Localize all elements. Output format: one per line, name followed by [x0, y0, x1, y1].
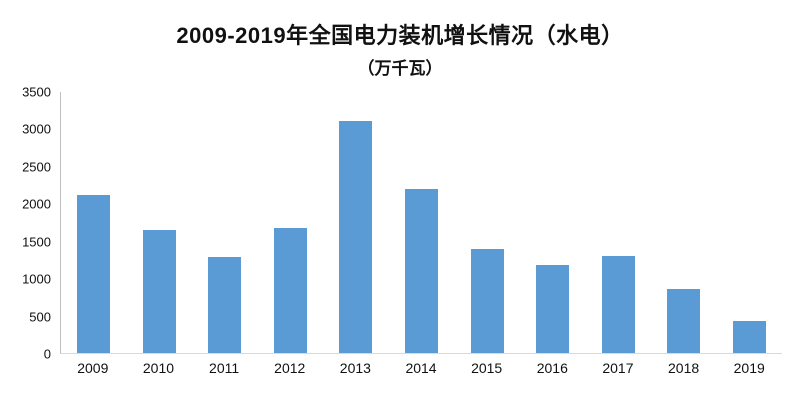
bar-column	[127, 92, 193, 353]
y-tick-label: 3500	[22, 84, 51, 100]
y-tick-label: 3000	[22, 121, 51, 137]
y-tick-label: 2000	[22, 196, 51, 212]
bar-column	[454, 92, 520, 353]
y-axis: 0 500 1000 1500 2000 2500 3000 3500	[8, 85, 60, 362]
x-tick-label: 2012	[274, 360, 306, 376]
bar-column	[520, 92, 586, 353]
x-tick-label: 2019	[733, 360, 765, 376]
bar	[405, 189, 438, 353]
bar-column	[585, 92, 651, 353]
bar	[536, 264, 570, 353]
x-tick-label: 2017	[602, 360, 634, 376]
x-tick-label: 2014	[405, 360, 437, 376]
y-tick-label: 1000	[22, 271, 51, 287]
x-tick-label: 2009	[77, 360, 109, 376]
bar-column	[258, 92, 324, 353]
chart-subtitle: （万千瓦）	[357, 59, 443, 78]
x-axis: 2009 2010 2011 2012 2013 2014 2015 2016 2017 2018…	[60, 360, 782, 376]
bar-column	[61, 92, 127, 353]
chart-title: 2009-2019年全国电力装机增长情况（水电）	[176, 23, 624, 48]
bar	[142, 230, 176, 353]
bar	[339, 120, 373, 353]
y-tick-label: 1500	[22, 234, 51, 250]
bar	[667, 289, 701, 353]
y-tick-label: 0	[43, 346, 51, 362]
x-tick-label: 2011	[209, 360, 240, 376]
x-tick-label: 2010	[142, 360, 175, 376]
plot-wrap: 0 500 1000 1500 2000 2500 3000 3500	[8, 85, 782, 362]
plot-area	[60, 92, 782, 354]
y-tick-label: 2500	[22, 159, 51, 175]
x-tick-label: 2018	[668, 360, 700, 376]
bar	[208, 257, 242, 353]
bar-column	[651, 92, 717, 353]
x-tick-label: 2015	[471, 360, 503, 376]
bar	[77, 195, 111, 353]
y-tick-label: 500	[29, 309, 51, 325]
x-tick-label: 2013	[339, 360, 371, 376]
bar-column	[323, 92, 389, 353]
bar	[732, 320, 766, 353]
bar-column	[716, 92, 782, 353]
x-tick-label: 2016	[536, 360, 568, 376]
bar	[273, 228, 307, 353]
bar-column	[389, 92, 455, 353]
bar	[601, 256, 635, 353]
bar-column	[192, 92, 258, 353]
bar	[470, 248, 504, 353]
